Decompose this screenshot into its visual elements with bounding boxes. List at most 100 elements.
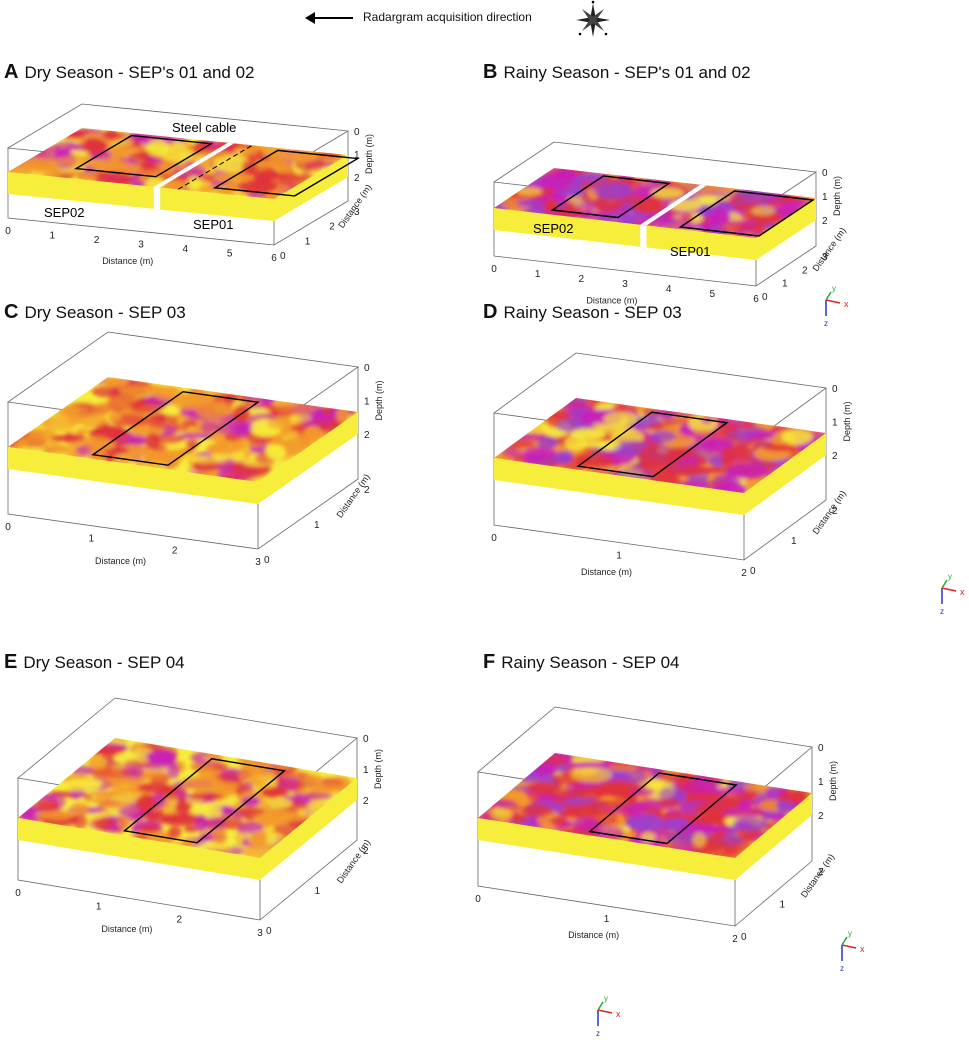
x-tick-label: 3 — [257, 928, 263, 939]
left-arrow-icon — [305, 12, 353, 24]
panel-a-block: SEP02 SEP01 Steel cable 0 1 2 3 4 5 6 Distance (m)… — [5, 103, 374, 266]
sep-outline — [576, 411, 729, 478]
z-tick-label: 2 — [818, 811, 824, 822]
steel-cable-line — [177, 144, 253, 190]
x-tick-label: 1 — [89, 534, 95, 545]
triad-x-label: x — [960, 587, 965, 597]
z-tick-label: 1 — [364, 397, 370, 408]
x-tick-label: 3 — [138, 240, 144, 251]
x-tick-label: 2 — [741, 568, 747, 579]
x-axis-title: Distance (m) — [568, 930, 619, 940]
x-tick-label: 6 — [271, 253, 277, 264]
z-axis-title: Depth (m) — [842, 401, 852, 441]
y-tick-label: 1 — [305, 236, 311, 247]
x-tick-label: 1 — [96, 901, 102, 912]
z-tick-label: 0 — [363, 734, 369, 745]
x-axis-title: Distance (m) — [102, 256, 153, 266]
x-tick-label: 2 — [579, 274, 585, 285]
y-tick-label: 0 — [280, 251, 286, 262]
sep-outline — [212, 149, 360, 197]
panel-f-title: F Rainy Season - SEP 04 — [483, 651, 680, 673]
sep-outline — [122, 758, 287, 844]
z-tick-label: 1 — [363, 765, 369, 776]
panel-c-title: C Dry Season - SEP 03 — [4, 301, 186, 323]
y-axis-title: Distance (m) — [335, 838, 372, 886]
x-tick-label: 0 — [15, 888, 21, 899]
x-tick-label: 2 — [94, 235, 100, 246]
y-tick-label: 1 — [314, 520, 320, 531]
triad-y-label: y — [848, 929, 852, 938]
x-tick-label: 4 — [183, 244, 189, 255]
y-tick-label: 1 — [782, 279, 788, 290]
slab-front-face — [494, 208, 756, 260]
triad-z-label: z — [940, 607, 944, 616]
slab-front-face — [494, 458, 744, 515]
x-tick-label: 5 — [227, 249, 233, 260]
z-tick-label: 0 — [364, 363, 370, 374]
z-axis-title: Depth (m) — [364, 134, 374, 174]
sep-label: SEP02 — [533, 221, 573, 236]
x-tick-label: 0 — [5, 226, 11, 237]
x-tick-label: 0 — [491, 264, 497, 275]
y-tick-label: 2 — [364, 485, 370, 496]
x-axis-title: Distance (m) — [581, 567, 632, 577]
sep-label: SEP01 — [193, 217, 233, 232]
x-tick-label: 0 — [5, 522, 11, 533]
sep-label: SEP02 — [44, 205, 84, 220]
x-tick-label: 2 — [177, 915, 183, 926]
triad-y-label: y — [948, 572, 952, 581]
sep-outline — [550, 175, 671, 219]
slab-front-face — [478, 818, 735, 880]
y-tick-label: 0 — [266, 926, 272, 937]
z-axis-title: Depth (m) — [373, 749, 383, 789]
y-tick-label: 2 — [363, 846, 369, 857]
slab-front-face — [18, 818, 260, 880]
y-tick-label: 3 — [822, 252, 828, 263]
x-tick-label: 2 — [172, 545, 178, 556]
z-tick-label: 0 — [818, 743, 824, 754]
z-axis-title: Depth (m) — [374, 380, 384, 420]
y-tick-label: 0 — [264, 555, 270, 566]
z-tick-label: 2 — [822, 216, 828, 227]
panel-b-title: B Rainy Season - SEP's 01 and 02 — [483, 61, 751, 83]
y-tick-label: 2 — [802, 265, 808, 276]
z-axis-title: Depth (m) — [828, 761, 838, 801]
steel-cable-label: Steel cable — [172, 120, 236, 135]
x-tick-label: 1 — [50, 231, 56, 242]
gpr-amplitude-surface — [478, 753, 812, 858]
y-axis-title: Distance (m) — [811, 489, 848, 537]
triad-y-label: y — [832, 284, 836, 293]
y-tick-label: 2 — [818, 867, 824, 878]
y-tick-label: 0 — [741, 932, 747, 943]
x-tick-label: 4 — [666, 284, 672, 295]
panel-d-title: D Rainy Season - SEP 03 — [483, 301, 682, 323]
z-axis-title: Depth (m) — [832, 176, 842, 216]
y-tick-label: 2 — [832, 506, 838, 517]
compass-rose-icon — [576, 0, 610, 37]
y-tick-label: 1 — [780, 900, 786, 911]
z-tick-label: 1 — [818, 777, 824, 788]
y-tick-label: 1 — [791, 536, 797, 547]
gpr-amplitude-surface — [18, 738, 357, 858]
triad-x-label: x — [844, 299, 849, 309]
sep-outline — [678, 190, 815, 237]
slab-front-face — [8, 447, 258, 504]
slab-right-face — [744, 433, 826, 515]
x-tick-label: 1 — [535, 269, 541, 280]
z-tick-label: 1 — [822, 192, 828, 203]
sep-outline — [73, 134, 214, 178]
x-tick-label: 1 — [604, 914, 610, 925]
y-tick-label: 0 — [750, 566, 756, 577]
sep-outline — [91, 390, 260, 466]
triad-z-label: z — [824, 319, 828, 328]
slab-right-face — [735, 793, 812, 880]
x-tick-label: 5 — [710, 289, 716, 300]
y-tick-label: 2 — [329, 222, 335, 233]
sep-label: SEP01 — [670, 244, 710, 259]
x-tick-label: 6 — [753, 294, 759, 305]
